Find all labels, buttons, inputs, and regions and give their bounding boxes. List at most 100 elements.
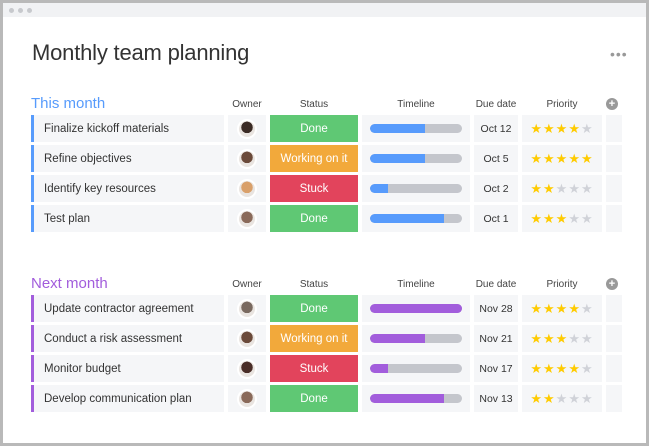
star-icon[interactable]: ★ [568, 150, 581, 166]
star-icon[interactable]: ★ [568, 300, 581, 316]
star-icon[interactable]: ★ [555, 300, 569, 316]
star-icon[interactable]: ★ [543, 390, 556, 406]
star-icon[interactable]: ★ [530, 150, 544, 166]
table-row[interactable]: Conduct a risk assessment Working on it … [31, 325, 631, 352]
star-icon[interactable]: ★ [530, 360, 544, 376]
timeline-cell[interactable] [362, 175, 470, 202]
item-name[interactable]: Test plan [31, 205, 224, 232]
priority-rating[interactable]: ★ ★ ★ ★ ★ [522, 325, 602, 352]
table-row[interactable]: Finalize kickoff materials Done Oct 12 ★… [31, 115, 631, 142]
star-icon[interactable]: ★ [555, 390, 569, 406]
star-icon[interactable]: ★ [580, 360, 594, 376]
item-name[interactable]: Develop communication plan [31, 385, 224, 412]
star-icon[interactable]: ★ [580, 390, 594, 406]
star-icon[interactable]: ★ [568, 360, 581, 376]
status-badge[interactable]: Stuck [270, 355, 358, 382]
priority-rating[interactable]: ★ ★ ★ ★ ★ [522, 385, 602, 412]
star-icon[interactable]: ★ [555, 180, 569, 196]
due-date[interactable]: Oct 12 [474, 115, 518, 142]
timeline-cell[interactable] [362, 385, 470, 412]
status-badge[interactable]: Done [270, 205, 358, 232]
due-date[interactable]: Oct 1 [474, 205, 518, 232]
item-name[interactable]: Finalize kickoff materials [31, 115, 224, 142]
owner-cell[interactable] [228, 355, 266, 382]
star-icon[interactable]: ★ [568, 210, 581, 226]
due-date[interactable]: Oct 2 [474, 175, 518, 202]
timeline-cell[interactable] [362, 295, 470, 322]
item-name[interactable]: Refine objectives [31, 145, 224, 172]
star-icon[interactable]: ★ [530, 390, 544, 406]
status-badge[interactable]: Working on it [270, 145, 358, 172]
table-row[interactable]: Test plan Done Oct 1 ★ ★ ★ ★ ★ [31, 205, 631, 232]
star-icon[interactable]: ★ [543, 330, 556, 346]
due-date[interactable]: Nov 13 [474, 385, 518, 412]
status-badge[interactable]: Working on it [270, 325, 358, 352]
table-row[interactable]: Update contractor agreement Done Nov 28 … [31, 295, 631, 322]
star-icon[interactable]: ★ [530, 180, 544, 196]
table-row[interactable]: Develop communication plan Done Nov 13 ★… [31, 385, 631, 412]
star-icon[interactable]: ★ [543, 150, 556, 166]
priority-rating[interactable]: ★ ★ ★ ★ ★ [522, 145, 602, 172]
star-icon[interactable]: ★ [530, 210, 544, 226]
star-icon[interactable]: ★ [555, 360, 569, 376]
star-icon[interactable]: ★ [580, 180, 594, 196]
star-icon[interactable]: ★ [580, 210, 594, 226]
table-row[interactable]: Monitor budget Stuck Nov 17 ★ ★ ★ ★ ★ [31, 355, 631, 382]
due-date[interactable]: Nov 28 [474, 295, 518, 322]
timeline-cell[interactable] [362, 205, 470, 232]
item-name[interactable]: Conduct a risk assessment [31, 325, 224, 352]
star-icon[interactable]: ★ [580, 330, 594, 346]
star-icon[interactable]: ★ [543, 300, 556, 316]
star-icon[interactable]: ★ [555, 210, 569, 226]
item-name[interactable]: Identify key resources [31, 175, 224, 202]
star-icon[interactable]: ★ [555, 330, 569, 346]
star-icon[interactable]: ★ [568, 180, 581, 196]
owner-cell[interactable] [228, 115, 266, 142]
star-icon[interactable]: ★ [555, 120, 569, 136]
status-badge[interactable]: Done [270, 385, 358, 412]
owner-cell[interactable] [228, 295, 266, 322]
timeline-cell[interactable] [362, 145, 470, 172]
add-column-icon[interactable]: + [606, 278, 618, 290]
star-icon[interactable]: ★ [543, 360, 556, 376]
item-name[interactable]: Monitor budget [31, 355, 224, 382]
star-icon[interactable]: ★ [530, 120, 544, 136]
timeline-cell[interactable] [362, 115, 470, 142]
star-icon[interactable]: ★ [580, 150, 594, 166]
owner-cell[interactable] [228, 385, 266, 412]
star-icon[interactable]: ★ [568, 390, 581, 406]
status-badge[interactable]: Done [270, 115, 358, 142]
star-icon[interactable]: ★ [580, 300, 594, 316]
star-icon[interactable]: ★ [580, 120, 594, 136]
owner-cell[interactable] [228, 145, 266, 172]
priority-rating[interactable]: ★ ★ ★ ★ ★ [522, 355, 602, 382]
group-title[interactable]: Next month [31, 275, 108, 292]
timeline-cell[interactable] [362, 325, 470, 352]
priority-rating[interactable]: ★ ★ ★ ★ ★ [522, 115, 602, 142]
timeline-cell[interactable] [362, 355, 470, 382]
table-row[interactable]: Identify key resources Stuck Oct 2 ★ ★ ★ ★ ★ [31, 175, 631, 202]
star-icon[interactable]: ★ [530, 330, 544, 346]
star-icon[interactable]: ★ [568, 330, 581, 346]
star-icon[interactable]: ★ [543, 210, 556, 226]
priority-rating[interactable]: ★ ★ ★ ★ ★ [522, 175, 602, 202]
due-date[interactable]: Oct 5 [474, 145, 518, 172]
table-row[interactable]: Refine objectives Working on it Oct 5 ★ ★… [31, 145, 631, 172]
owner-cell[interactable] [228, 325, 266, 352]
priority-rating[interactable]: ★ ★ ★ ★ ★ [522, 295, 602, 322]
add-column-icon[interactable]: + [606, 98, 618, 110]
star-icon[interactable]: ★ [543, 180, 556, 196]
group-title[interactable]: This month [31, 95, 106, 112]
star-icon[interactable]: ★ [568, 120, 581, 136]
owner-cell[interactable] [228, 205, 266, 232]
due-date[interactable]: Nov 21 [474, 325, 518, 352]
owner-cell[interactable] [228, 175, 266, 202]
status-badge[interactable]: Done [270, 295, 358, 322]
more-options-icon[interactable]: ••• [610, 46, 628, 62]
star-icon[interactable]: ★ [543, 120, 556, 136]
priority-rating[interactable]: ★ ★ ★ ★ ★ [522, 205, 602, 232]
star-icon[interactable]: ★ [530, 300, 544, 316]
due-date[interactable]: Nov 17 [474, 355, 518, 382]
star-icon[interactable]: ★ [555, 150, 569, 166]
status-badge[interactable]: Stuck [270, 175, 358, 202]
